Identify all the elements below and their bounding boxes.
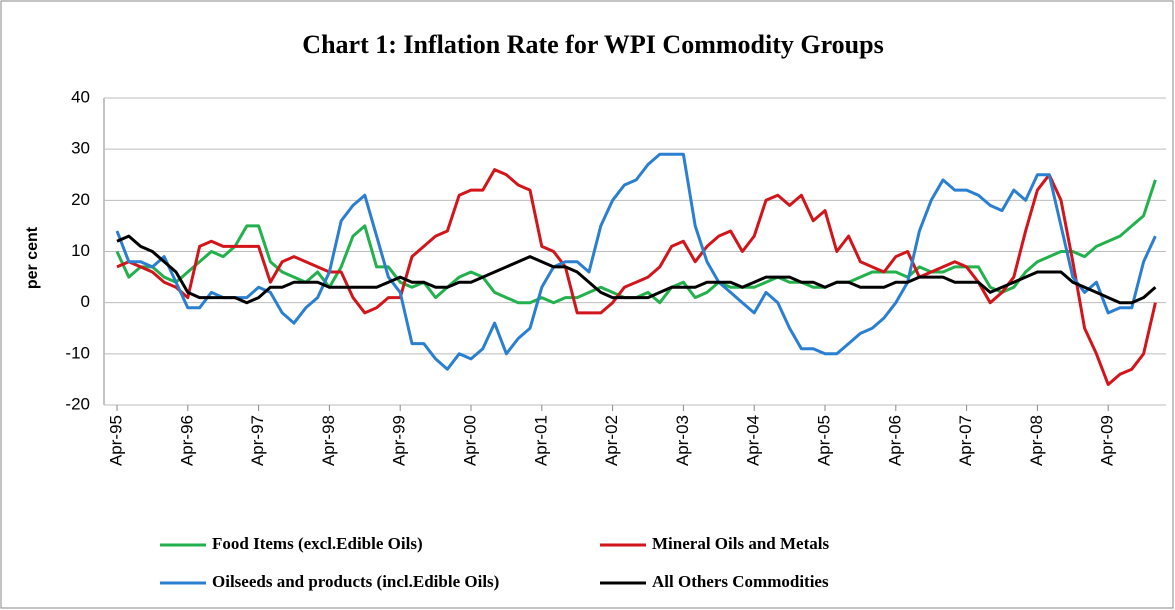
y-tick-label: 0 — [81, 292, 90, 311]
x-tick-label: Apr-08 — [1027, 415, 1046, 466]
x-tick-label: Apr-06 — [885, 415, 904, 466]
series-line — [116, 168, 1157, 386]
x-tick-label: Apr-01 — [531, 415, 550, 466]
y-tick-label: -20 — [65, 394, 90, 413]
chart-title: Chart 1: Inflation Rate for WPI Commodit… — [302, 30, 883, 59]
x-tick-label: Apr-09 — [1098, 415, 1117, 466]
legend-label: Oilseeds and products (incl.Edible Oils) — [212, 572, 499, 591]
legend-label: Mineral Oils and Metals — [652, 534, 829, 553]
x-tick-label: Apr-96 — [177, 415, 196, 466]
x-tick-label: Apr-02 — [602, 415, 621, 466]
x-tick-label: Apr-97 — [248, 415, 267, 466]
x-tick-label: Apr-98 — [319, 415, 338, 466]
x-tick-label: Apr-07 — [956, 415, 975, 466]
legend-label: Food Items (excl.Edible Oils) — [212, 534, 423, 553]
x-tick-label: Apr-95 — [106, 415, 125, 466]
x-tick-label: Apr-03 — [673, 415, 692, 466]
x-tick-label: Apr-00 — [460, 415, 479, 466]
x-tick-label: Apr-04 — [744, 415, 763, 466]
y-tick-label: -10 — [65, 343, 90, 362]
legend-label: All Others Commodities — [652, 572, 829, 591]
x-tick-label: Apr-99 — [390, 415, 409, 466]
y-tick-label: 40 — [71, 87, 90, 106]
y-axis-label: per cent — [24, 226, 41, 289]
series-line — [115, 152, 1157, 371]
y-tick-label: 20 — [71, 190, 90, 209]
y-tick-label: 30 — [71, 139, 90, 158]
y-tick-label: 10 — [71, 241, 90, 260]
series-line — [116, 234, 1157, 305]
x-tick-label: Apr-05 — [814, 415, 833, 466]
